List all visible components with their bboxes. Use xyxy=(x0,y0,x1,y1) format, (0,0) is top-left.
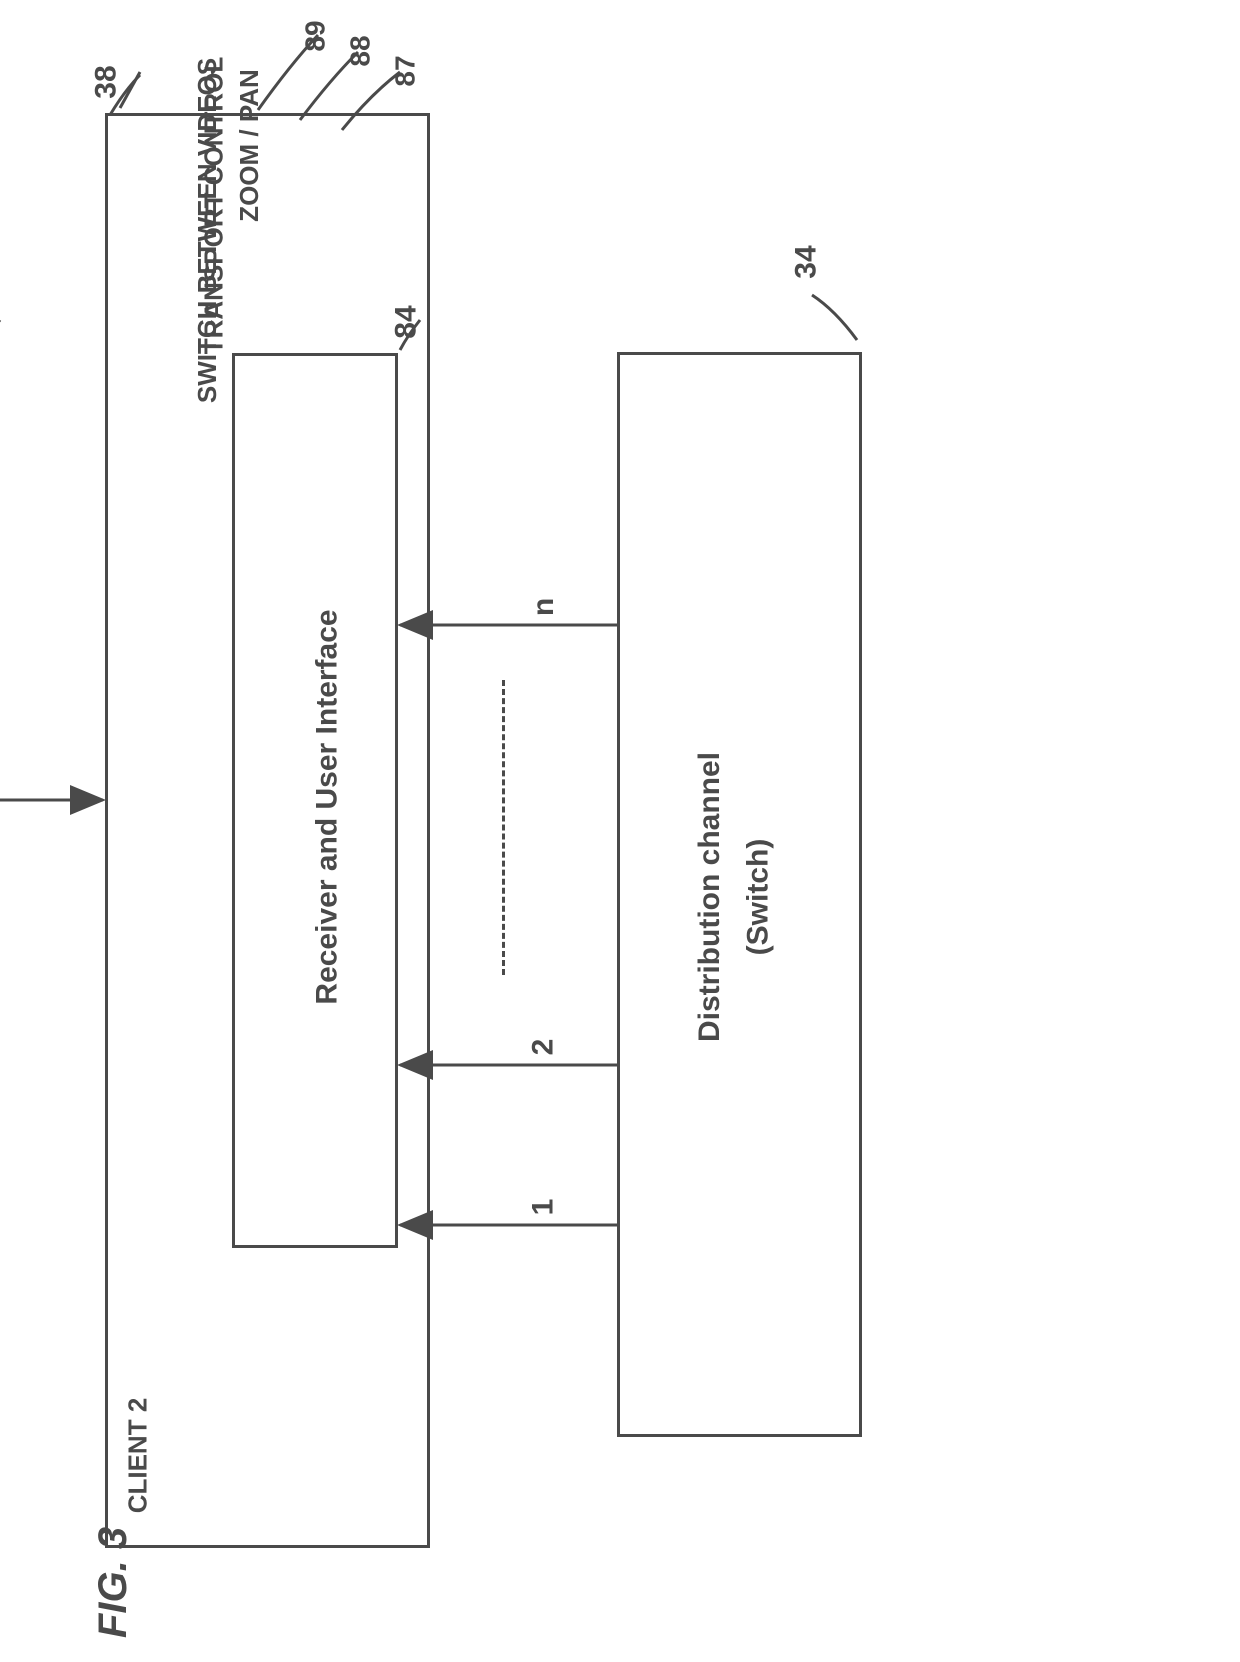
distribution-line1: Distribution channel xyxy=(693,752,727,1042)
control-zoom: ZOOM / PAN xyxy=(234,69,265,222)
stream-2-label: 2 xyxy=(526,1039,560,1056)
stream-n-label: n xyxy=(527,598,561,616)
control-transport-ref: 87 xyxy=(390,55,422,86)
stream-1-label: 1 xyxy=(526,1199,560,1216)
distribution-ref: 34 xyxy=(790,245,824,278)
distribution-line2: (Switch) xyxy=(741,839,775,956)
control-zoom-ref: 88 xyxy=(345,35,377,66)
client-title: CLIENT 2 xyxy=(122,1398,153,1514)
receiver-ref: 84 xyxy=(390,305,424,338)
distribution-box xyxy=(617,352,862,1437)
client-ref: 38 xyxy=(90,65,124,98)
stream-ellipsis-dash xyxy=(502,680,505,975)
receiver-label: Receiver and User Interface xyxy=(311,609,345,1004)
control-switch: SWITCH BETWEEN VIDEOS xyxy=(192,58,223,403)
control-switch-ref: 89 xyxy=(300,20,332,51)
devices-ref: 86 xyxy=(0,305,4,338)
